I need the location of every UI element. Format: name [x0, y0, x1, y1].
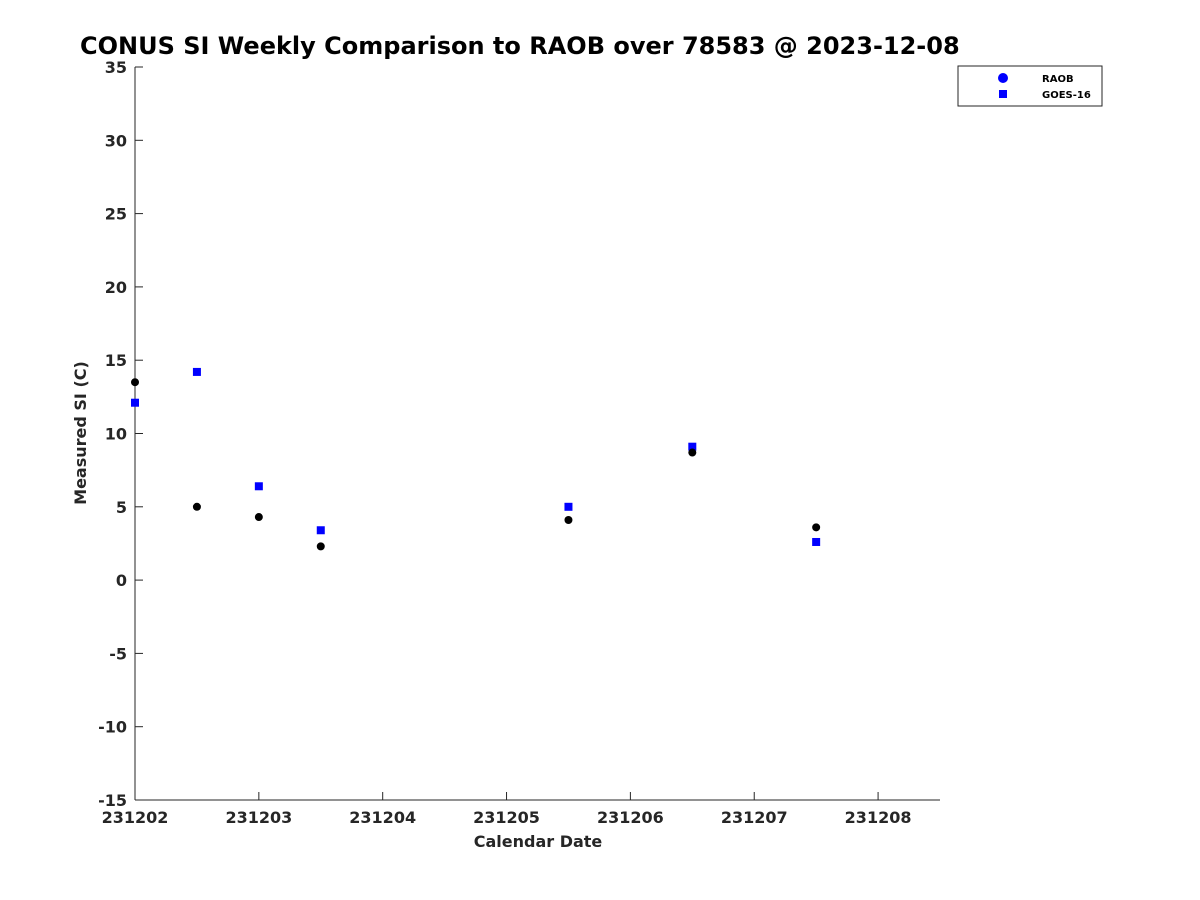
y-tick-label: 5 [116, 498, 127, 517]
y-tick-label: 0 [116, 571, 127, 590]
y-tick-label: 30 [105, 131, 127, 150]
legend-box [957, 65, 1103, 107]
x-tick-label: 231202 [102, 808, 169, 827]
x-tick-label: 231208 [845, 808, 912, 827]
raob-point [254, 513, 263, 522]
raob-point [131, 378, 139, 387]
y-tick-label: 10 [105, 425, 127, 444]
goes16-point [254, 482, 263, 491]
x-tick-label: 231204 [349, 808, 416, 827]
y-tick-label: 25 [105, 205, 127, 224]
goes16-point [688, 442, 697, 451]
goes16-point [192, 367, 201, 376]
raob-point [564, 515, 573, 524]
x-axis-label: Calendar Date [474, 832, 603, 851]
raob-point [192, 502, 201, 511]
y-tick-label: 20 [105, 278, 127, 297]
y-tick-label: -5 [109, 644, 127, 663]
goes16-point [131, 398, 139, 407]
x-tick-label: 231207 [721, 808, 788, 827]
goes16-point [812, 537, 821, 546]
y-axis-label: Measured SI (C) [71, 361, 90, 505]
x-tick-label: 231206 [597, 808, 664, 827]
legend-label: RAOB [1042, 74, 1074, 85]
plot-points [131, 367, 821, 551]
legend-label: GOES-16 [1042, 90, 1091, 101]
legend-marker-raob [998, 73, 1008, 83]
legend: RAOB GOES-16 [957, 65, 1103, 107]
y-tick-label: -10 [98, 718, 127, 737]
y-tick-label: 35 [105, 58, 127, 77]
goes16-point [564, 502, 573, 511]
y-tick-label: 15 [105, 351, 127, 370]
raob-point [688, 448, 697, 457]
raob-point [812, 523, 821, 532]
legend-marker-goes16 [999, 90, 1007, 98]
chart-title: CONUS SI Weekly Comparison to RAOB over … [80, 32, 960, 60]
raob-point [316, 542, 325, 551]
x-tick-label: 231203 [225, 808, 292, 827]
y-tick-label: -15 [98, 791, 127, 810]
goes16-point [316, 526, 325, 535]
x-tick-label: 231205 [473, 808, 540, 827]
